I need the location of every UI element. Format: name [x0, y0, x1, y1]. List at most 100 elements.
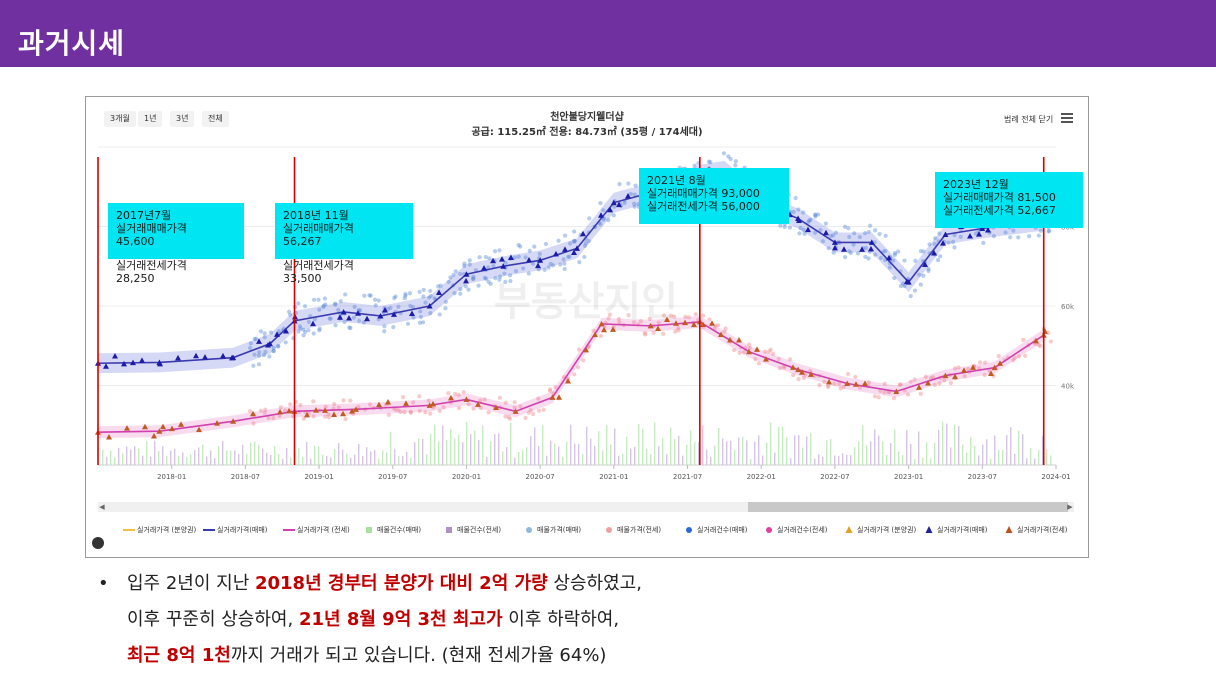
listing-price-dot-jeonse: [918, 391, 923, 396]
jeonse-transaction-marker: [169, 425, 175, 432]
annotation-2021-08: 2021년 8월 실거래매매가격 93,000 실거래전세가격 56,000: [639, 168, 789, 224]
annotation-line: 실거래매매가격: [283, 222, 354, 235]
range-button-1y[interactable]: 1년: [138, 111, 163, 127]
listing-price-dot-sale: [952, 245, 957, 250]
listing-price-dot-jeonse: [402, 410, 407, 415]
listing-price-dot-jeonse: [367, 402, 373, 407]
listing-price-dot-jeonse: [876, 395, 881, 400]
listing-count-bar: [498, 433, 500, 465]
sale-transaction-marker: [979, 225, 986, 231]
jeonse-transaction-marker: [826, 378, 832, 385]
listing-price-dot-jeonse: [271, 415, 276, 421]
range-button-3m[interactable]: 3개월: [104, 111, 136, 127]
listing-price-dot-sale: [563, 233, 568, 238]
legend-toggle-button[interactable]: 범례 전체 닫기: [1004, 115, 1054, 124]
listing-count-bar: [894, 429, 896, 465]
listing-price-dot-sale: [258, 329, 263, 334]
jeonse-transaction-marker: [196, 426, 202, 433]
listing-count-bar: [606, 425, 608, 465]
listing-price-dot-jeonse: [575, 365, 581, 370]
listing-count-bar: [902, 455, 904, 465]
listing-count-bar: [430, 433, 432, 465]
listing-price-dot-sale: [566, 254, 571, 259]
site-logo-icon: [92, 537, 104, 549]
listing-price-dot-jeonse: [931, 375, 936, 380]
listing-count-bar: [494, 433, 496, 465]
listing-price-dot-sale: [892, 252, 898, 257]
annotation-2017-07-jeonse: 실거래전세가격 28,250: [116, 259, 187, 285]
listing-price-dot-sale: [257, 350, 262, 355]
legend-marker-dot: [766, 527, 772, 533]
jeonse-transaction-marker: [512, 408, 519, 414]
listing-price-dot-sale: [508, 273, 513, 278]
scroll-left-arrow-icon[interactable]: ◀: [99, 503, 105, 511]
sale-transaction-marker: [574, 245, 580, 251]
listing-count-bar: [610, 444, 612, 465]
listing-price-dot-sale: [458, 287, 463, 292]
annotation-line: 2017년7월: [116, 209, 172, 222]
listing-price-dot-jeonse: [598, 333, 604, 339]
listing-price-dot-jeonse: [536, 396, 541, 401]
x-tick-label: 2021-07: [673, 473, 702, 481]
range-button-all[interactable]: 전체: [202, 111, 229, 127]
listing-price-dot-sale: [782, 224, 787, 230]
listing-price-dot-sale: [848, 250, 853, 255]
listing-count-bar: [994, 435, 996, 465]
listing-price-dot-sale: [932, 241, 937, 247]
listing-price-dot-jeonse: [713, 323, 718, 328]
listing-count-bar: [574, 443, 576, 465]
range-button-3y[interactable]: 3년: [170, 111, 195, 127]
listing-price-dot-jeonse: [638, 319, 644, 324]
listing-price-dot-sale: [376, 298, 381, 303]
listing-count-bar: [614, 428, 616, 465]
sale-price-line: [97, 170, 1044, 365]
listing-price-dot-jeonse: [937, 381, 942, 386]
listing-price-dot-sale: [892, 275, 897, 281]
listing-price-dot-sale: [443, 306, 448, 311]
jeonse-transaction-marker: [799, 369, 805, 375]
jeonse-transaction-marker: [916, 384, 922, 390]
listing-price-dot-sale: [367, 293, 372, 298]
listing-count-bar: [358, 443, 360, 465]
listing-price-dot-sale: [453, 269, 458, 274]
jeonse-transaction-marker: [745, 348, 752, 355]
listing-price-dot-sale: [548, 261, 553, 267]
listing-price-dot-jeonse: [408, 409, 413, 414]
chart-scrollbar[interactable]: ◀ ▶: [98, 502, 1074, 512]
listing-count-bar: [438, 441, 440, 465]
listing-price-dot-jeonse: [431, 405, 436, 410]
listing-price-dot-jeonse: [825, 384, 831, 390]
listing-price-dot-jeonse: [756, 361, 761, 366]
listing-price-dot-sale: [708, 160, 713, 165]
listing-price-dot-jeonse: [771, 351, 776, 356]
scroll-right-arrow-icon[interactable]: ▶: [1067, 503, 1073, 511]
listing-count-bar: [966, 452, 968, 465]
scrollbar-thumb[interactable]: [748, 502, 1068, 512]
chart-title: 천안불당지웰더샵: [550, 112, 624, 123]
listing-count-bar: [682, 455, 684, 465]
listing-count-bar: [114, 457, 116, 465]
listing-price-dot-sale: [606, 218, 611, 223]
listing-count-bar: [622, 453, 624, 465]
y-tick-label: 60k: [1061, 303, 1075, 311]
listing-price-dot-sale: [508, 278, 513, 284]
listing-price-dot-jeonse: [965, 366, 971, 372]
annotation-line: 실거래전세가격: [116, 259, 187, 272]
listing-count-bar: [122, 453, 124, 465]
listing-price-dot-sale: [405, 321, 411, 326]
jeonse-transaction-marker: [942, 372, 949, 379]
listing-count-bar: [658, 446, 660, 465]
listing-price-dot-jeonse: [258, 408, 264, 413]
listing-count-bar: [650, 453, 652, 465]
sale-transaction-marker: [831, 239, 838, 245]
listing-price-dot-sale: [778, 223, 783, 228]
listing-price-dot-sale: [881, 249, 886, 254]
listing-price-dot-jeonse: [778, 366, 783, 371]
listing-count-bar: [830, 438, 832, 465]
hamburger-icon[interactable]: [1061, 113, 1073, 123]
listing-count-bar: [786, 437, 788, 465]
summary-line-3: 최근 8억 1천까지 거래가 되고 있습니다. (현재 전세가율 64%): [127, 645, 607, 666]
listing-price-dot-sale: [392, 295, 397, 301]
legend-marker-line: [123, 529, 135, 531]
listing-count-bar: [390, 431, 392, 465]
